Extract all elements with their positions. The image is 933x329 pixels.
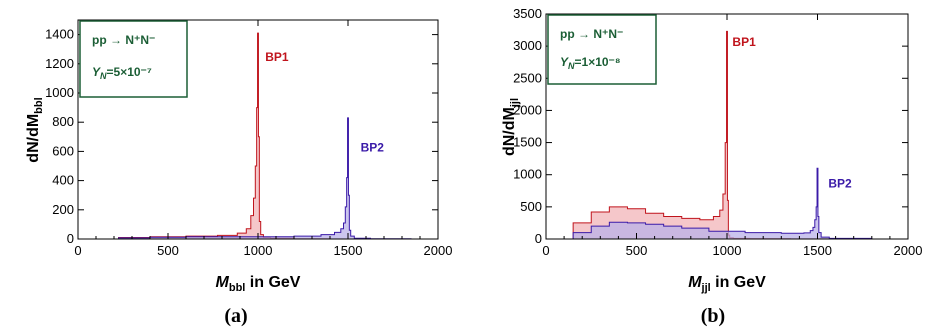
- y-tick-label: 3000: [513, 38, 542, 53]
- y-tick-label: 500: [520, 199, 542, 214]
- legend-box: pp → N⁺N⁻ YN=5×10⁻⁷: [79, 20, 188, 98]
- x-tick-label: 2000: [424, 243, 453, 258]
- x-axis-label: Mjjl in GeV: [688, 274, 766, 294]
- y-tick-label: 400: [52, 173, 74, 188]
- y-tick-label: 2500: [513, 70, 542, 85]
- legend-process: pp → N⁺N⁻: [560, 27, 623, 41]
- panel-label: (b): [701, 305, 725, 327]
- y-tick-label: 2000: [513, 102, 542, 117]
- chart-panel-a: BP1 BP2 0 500 1000 1500 2000 0 200 400 600 800 1000 1…: [25, 19, 453, 327]
- y-axis-label: dN/dMjjl: [501, 98, 521, 156]
- series-fill-bp1: [564, 31, 908, 239]
- legend-coupling: YN=1×10⁻⁸: [560, 55, 621, 71]
- legend-box: pp → N⁺N⁻ YN=1×10⁻⁸: [547, 14, 657, 85]
- y-tick-label: 1500: [513, 135, 542, 150]
- y-tick-label: 0: [67, 231, 74, 246]
- y-tick-label: 0: [535, 231, 542, 246]
- series-line-bp2: [564, 167, 908, 240]
- x-tick-label: 1000: [244, 243, 273, 258]
- y-tick-label: 1000: [513, 167, 542, 182]
- y-tick-label: 1400: [45, 27, 74, 42]
- legend-frame: [547, 14, 657, 85]
- legend-process: pp → N⁺N⁻: [92, 33, 155, 47]
- series-label-bp2: BP2: [828, 177, 852, 191]
- y-tick-label: 1200: [45, 56, 74, 71]
- x-tick-label: 500: [626, 243, 648, 258]
- panel-label: (a): [224, 305, 247, 327]
- series-line-bp2: [105, 117, 438, 240]
- x-tick-label: 0: [74, 243, 81, 258]
- series-label-bp1: BP1: [732, 35, 756, 49]
- x-tick-label: 1500: [334, 243, 363, 258]
- series-fill-bp2: [105, 117, 438, 239]
- y-tick-label: 600: [52, 143, 74, 158]
- x-axis-label: Mbbl in GeV: [216, 274, 301, 294]
- y-axis-label: dN/dMbbl: [25, 97, 45, 162]
- y-tick-label: 200: [52, 202, 74, 217]
- x-tick-label: 500: [157, 243, 179, 258]
- legend-coupling: YN=5×10⁻⁷: [92, 65, 152, 81]
- x-tick-label: 1000: [713, 243, 742, 258]
- series-label-bp2: BP2: [361, 140, 385, 154]
- y-tick-label: 800: [52, 114, 74, 129]
- series-fill-bp2: [564, 168, 908, 239]
- x-tick-label: 2000: [894, 243, 923, 258]
- x-tick-label: 1500: [803, 243, 832, 258]
- y-tick-label: 1000: [45, 85, 74, 100]
- legend-frame: [79, 20, 188, 98]
- chart-panel-b: BP1 BP2 0 500 1000 1500 2000 0 500 1000 1500 2000 25…: [501, 6, 922, 327]
- x-tick-label: 0: [542, 243, 549, 258]
- series-label-bp1: BP1: [265, 50, 289, 64]
- y-tick-label: 3500: [513, 6, 542, 21]
